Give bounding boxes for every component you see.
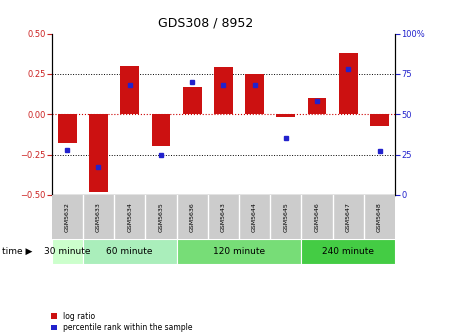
Bar (152, 114, 170, 146)
Text: GSM5647: GSM5647 (346, 202, 351, 232)
Text: GSM5645: GSM5645 (283, 202, 288, 232)
Bar (308, 98, 326, 114)
Bar (120, 66, 139, 114)
Text: GDS308 / 8952: GDS308 / 8952 (158, 17, 253, 30)
Text: GSM5632: GSM5632 (65, 202, 70, 232)
Bar (52, 239, 83, 264)
Bar (214, 68, 233, 114)
Text: GSM5643: GSM5643 (221, 202, 226, 232)
Text: GSM5636: GSM5636 (189, 202, 195, 232)
Bar (277, 114, 295, 118)
Text: 120 minute: 120 minute (213, 247, 265, 256)
Bar (83, 239, 176, 264)
Text: 30 minute: 30 minute (44, 247, 91, 256)
Bar (183, 87, 202, 114)
Bar (58, 114, 77, 143)
Text: GSM5634: GSM5634 (127, 202, 132, 232)
Legend: log ratio, percentile rank within the sample: log ratio, percentile rank within the sa… (51, 312, 193, 332)
Text: GSM5646: GSM5646 (315, 202, 320, 232)
Text: GSM5644: GSM5644 (252, 202, 257, 232)
Text: time ▶: time ▶ (2, 247, 33, 256)
Bar (176, 239, 301, 264)
Text: 60 minute: 60 minute (106, 247, 153, 256)
Bar (301, 239, 395, 264)
Bar (245, 74, 264, 114)
Bar (370, 114, 389, 126)
Text: GSM5648: GSM5648 (377, 202, 382, 232)
Text: GSM5635: GSM5635 (158, 202, 163, 232)
Bar (339, 53, 358, 114)
Bar (89, 114, 108, 192)
Text: 240 minute: 240 minute (322, 247, 374, 256)
Text: GSM5633: GSM5633 (96, 202, 101, 232)
